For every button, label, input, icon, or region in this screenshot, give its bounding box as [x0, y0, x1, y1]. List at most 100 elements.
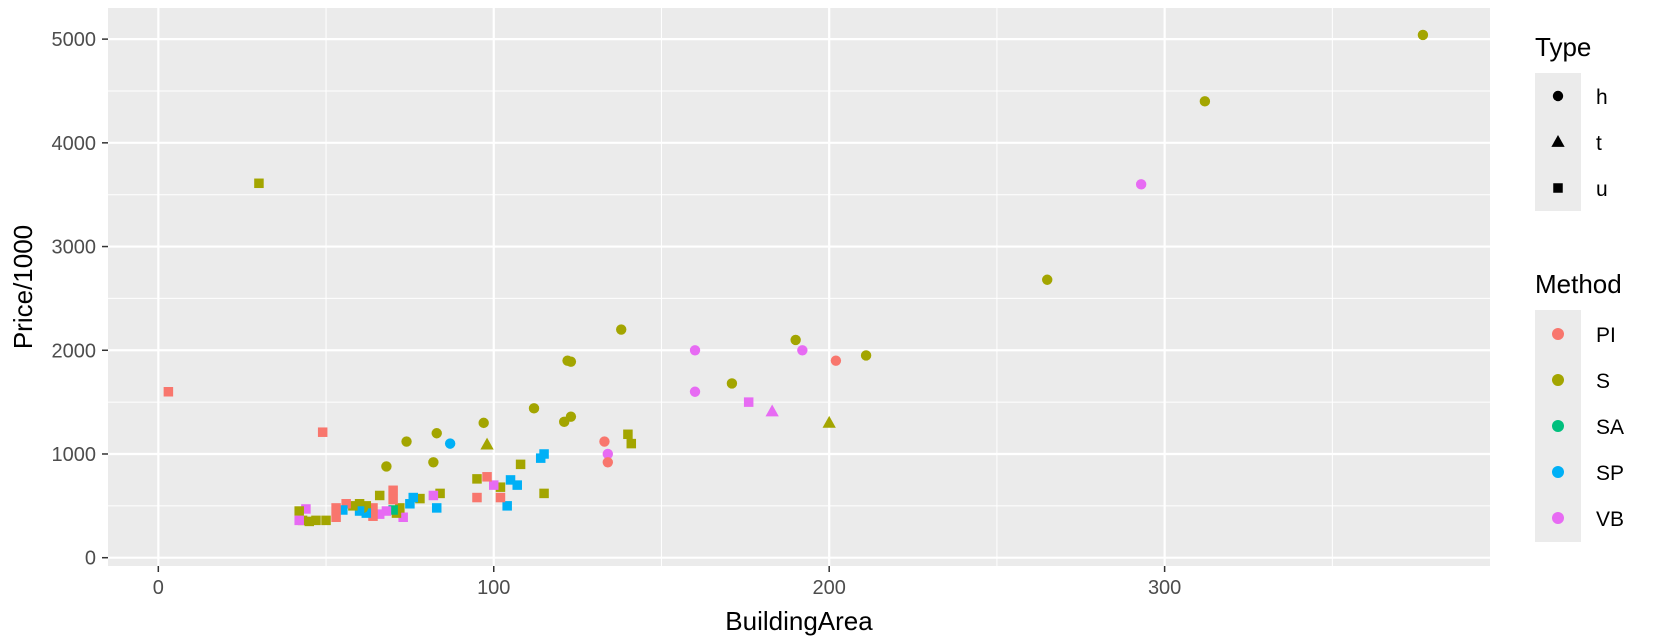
data-point	[535, 453, 546, 463]
data-point	[502, 501, 512, 511]
data-point	[860, 350, 872, 361]
legend-method-label-SP: SP	[1596, 462, 1624, 485]
data-point	[505, 475, 516, 485]
legend-method-key-SP	[1552, 466, 1564, 478]
data-point	[515, 459, 526, 470]
data-point	[495, 492, 506, 503]
data-point	[472, 474, 482, 484]
data-point	[565, 356, 577, 367]
data-point	[388, 494, 398, 505]
data-point	[415, 493, 425, 504]
data-point	[1042, 274, 1053, 285]
data-point	[398, 512, 408, 523]
data-point	[726, 378, 738, 389]
data-point	[368, 503, 378, 513]
data-point	[495, 482, 506, 492]
legend-type-label-u: u	[1596, 178, 1608, 201]
data-point	[381, 461, 392, 472]
data-point	[602, 457, 614, 468]
y-tick-label: 1000	[52, 444, 97, 466]
data-point	[1417, 29, 1429, 41]
data-point	[388, 485, 398, 496]
data-point	[381, 506, 392, 516]
legend-method-label-VB: VB	[1596, 508, 1624, 531]
x-tick-label: 100	[477, 577, 510, 599]
y-axis: 0 1000 2000 3000 4000 5000	[52, 29, 108, 570]
data-point	[512, 480, 522, 490]
legend-type-label-t: t	[1596, 132, 1602, 155]
data-point	[341, 499, 351, 509]
data-point	[602, 448, 614, 460]
data-point	[478, 417, 489, 429]
legend-method-key-VB	[1552, 512, 1564, 524]
data-point	[689, 386, 701, 397]
legend-method-key-SA	[1552, 420, 1564, 432]
legend-type-key-t	[1551, 135, 1565, 147]
legend-type-title: Type	[1535, 32, 1591, 62]
data-point	[1199, 96, 1211, 107]
legend-method-label-S: S	[1596, 370, 1610, 393]
legend-method-title: Method	[1535, 269, 1622, 299]
major-gridlines	[108, 8, 1490, 566]
data-point	[428, 490, 439, 501]
data-point	[254, 178, 264, 189]
legend-method-label-PI: PI	[1596, 324, 1616, 347]
data-point	[765, 404, 779, 417]
plot-panel	[108, 8, 1490, 566]
data-point	[431, 503, 442, 513]
x-tick-label: 0	[153, 577, 164, 599]
legend-type-label-h: h	[1596, 86, 1608, 109]
y-axis-title: Price/1000	[8, 225, 38, 349]
data-point	[790, 334, 801, 346]
legend-method-key-PI	[1552, 328, 1564, 340]
legend-method-entries: PI S SA SP VB	[1552, 324, 1624, 531]
data-point	[444, 438, 456, 449]
data-point	[321, 515, 331, 526]
data-point	[354, 499, 365, 509]
data-point	[480, 437, 494, 450]
legend-type-key-h	[1552, 90, 1564, 102]
y-tick-label: 4000	[52, 133, 97, 155]
legend-type: Type htu	[1535, 32, 1608, 211]
legend-method-key-S	[1552, 374, 1564, 386]
data-point	[408, 492, 418, 503]
data-point	[626, 438, 637, 449]
data-point	[623, 429, 633, 440]
data-point	[374, 490, 385, 501]
legend-method-label-SA: SA	[1596, 416, 1624, 439]
data-point	[472, 492, 482, 503]
y-tick-label: 2000	[52, 340, 97, 362]
data-point	[294, 515, 304, 526]
legend-type-key-u	[1553, 183, 1563, 193]
data-point	[348, 501, 358, 511]
data-point	[354, 506, 365, 516]
data-point	[294, 506, 304, 516]
data-point	[311, 515, 321, 526]
legend-type-entries: htu	[1551, 86, 1608, 201]
data-point	[689, 345, 701, 356]
data-point	[528, 403, 540, 414]
data-point	[743, 397, 754, 407]
x-axis-title: BuildingArea	[725, 606, 873, 636]
data-point	[401, 436, 412, 447]
data-points	[163, 29, 1429, 527]
data-point	[388, 505, 398, 515]
data-point	[331, 503, 341, 513]
data-point	[435, 488, 445, 499]
data-point	[301, 504, 311, 514]
legend-method: Method PI S SA SP VB	[1535, 269, 1624, 542]
data-point	[317, 427, 328, 437]
data-point	[338, 505, 348, 515]
y-tick-label: 5000	[52, 29, 97, 51]
data-point	[1135, 179, 1147, 190]
data-point	[616, 324, 627, 335]
x-tick-label: 300	[1148, 577, 1181, 599]
y-tick-label: 0	[85, 548, 96, 570]
data-point	[374, 509, 385, 519]
data-point	[405, 499, 415, 509]
data-point	[395, 503, 405, 513]
data-point	[431, 428, 442, 439]
x-axis: 0 100 200 300	[153, 566, 1181, 599]
data-point	[797, 345, 808, 356]
